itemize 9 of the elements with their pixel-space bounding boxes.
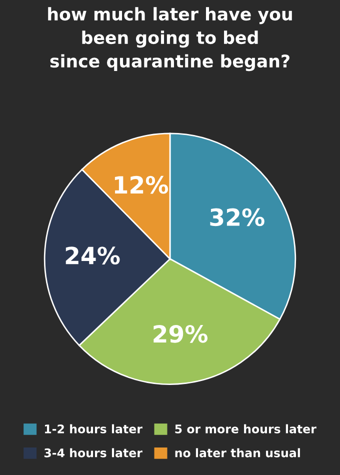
data-label: 32%	[210, 208, 264, 226]
chart-title: how much later have you been going to bed since quarantine began?	[48, 7, 292, 72]
data-label: 12%	[114, 176, 168, 194]
legend-label: no later than usual	[175, 448, 300, 458]
legend-label: 5 or more hours later	[175, 424, 316, 434]
legend-label: 3-4 hours later	[44, 448, 142, 458]
data-label: 29%	[154, 324, 208, 343]
legend-label: 1-2 hours later	[44, 424, 142, 434]
data-label: 24%	[66, 246, 120, 264]
